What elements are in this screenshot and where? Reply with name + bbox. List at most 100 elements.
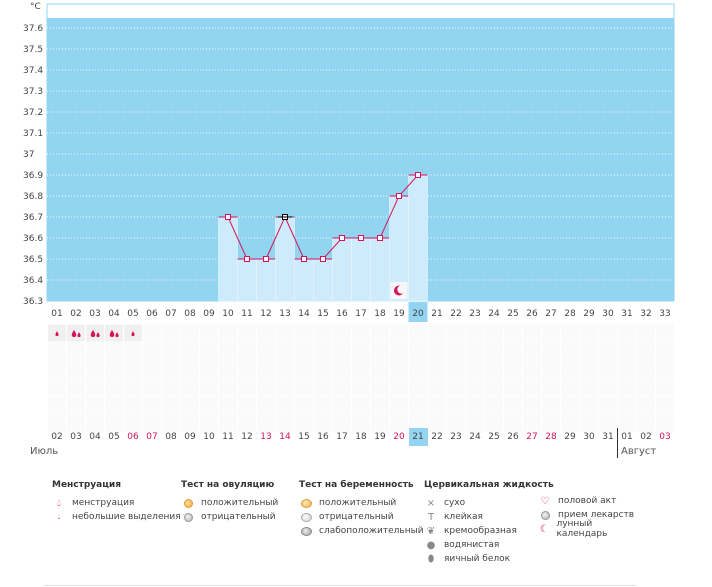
- symbol-grid-cell[interactable]: [465, 341, 485, 361]
- symbol-grid-cell[interactable]: [313, 341, 333, 361]
- symbol-grid-cell[interactable]: [85, 341, 105, 361]
- symbol-grid-cell[interactable]: [503, 341, 523, 361]
- symbol-grid-cell[interactable]: [636, 359, 656, 379]
- symbol-grid-cell[interactable]: [427, 377, 447, 397]
- symbol-grid-cell[interactable]: [560, 341, 580, 361]
- symbol-grid-cell[interactable]: [655, 395, 675, 415]
- symbol-grid-cell[interactable]: [351, 377, 371, 397]
- symbol-grid-cell[interactable]: [199, 395, 219, 415]
- symbol-grid-cell[interactable]: [294, 395, 314, 415]
- symbol-grid-cell[interactable]: [275, 341, 295, 361]
- symbol-grid-cell[interactable]: [541, 341, 561, 361]
- symbol-grid-cell[interactable]: [389, 323, 409, 343]
- symbol-grid-cell[interactable]: [541, 395, 561, 415]
- symbol-grid-cell[interactable]: [370, 341, 390, 361]
- symbol-grid-cell[interactable]: [503, 359, 523, 379]
- symbol-grid-cell[interactable]: [199, 323, 219, 343]
- symbol-grid-cell[interactable]: [218, 377, 238, 397]
- symbol-grid-cell[interactable]: [294, 341, 314, 361]
- symbol-grid-cell[interactable]: [294, 377, 314, 397]
- symbol-grid-cell[interactable]: [199, 359, 219, 379]
- symbol-grid-cell[interactable]: [370, 377, 390, 397]
- symbol-grid-cell[interactable]: [655, 341, 675, 361]
- symbol-grid-cell[interactable]: [85, 395, 105, 415]
- symbol-grid-cell[interactable]: [408, 377, 428, 397]
- symbol-grid-cell[interactable]: [85, 377, 105, 397]
- symbol-grid-cell[interactable]: [389, 341, 409, 361]
- symbol-grid-cell[interactable]: [522, 323, 542, 343]
- symbol-grid-cell[interactable]: [256, 359, 276, 379]
- symbol-grid-cell[interactable]: [617, 341, 637, 361]
- symbol-grid-cell[interactable]: [351, 323, 371, 343]
- symbol-grid-cell[interactable]: [560, 395, 580, 415]
- symbol-grid-cell[interactable]: [636, 395, 656, 415]
- symbol-grid-cell[interactable]: [617, 395, 637, 415]
- symbol-grid-cell[interactable]: [180, 323, 200, 343]
- symbol-grid-cell[interactable]: [275, 377, 295, 397]
- symbol-grid-cell[interactable]: [142, 377, 162, 397]
- symbol-grid-cell[interactable]: [66, 395, 86, 415]
- symbol-grid-cell[interactable]: [47, 377, 67, 397]
- symbol-grid-cell[interactable]: [237, 341, 257, 361]
- symbol-grid-cell[interactable]: [351, 395, 371, 415]
- symbol-grid-cell[interactable]: [617, 377, 637, 397]
- symbol-grid-cell[interactable]: [484, 395, 504, 415]
- symbol-grid-cell[interactable]: [522, 359, 542, 379]
- symbol-grid-cell[interactable]: [66, 323, 86, 343]
- symbol-grid-cell[interactable]: [237, 323, 257, 343]
- symbol-grid-cell[interactable]: [85, 323, 105, 343]
- symbol-grid-cell[interactable]: [351, 341, 371, 361]
- symbol-grid-cell[interactable]: [503, 377, 523, 397]
- symbol-grid-cell[interactable]: [541, 323, 561, 343]
- symbol-grid-cell[interactable]: [123, 377, 143, 397]
- symbol-grid-cell[interactable]: [142, 341, 162, 361]
- symbol-grid-cell[interactable]: [370, 323, 390, 343]
- symbol-grid-cell[interactable]: [237, 377, 257, 397]
- symbol-grid-cell[interactable]: [180, 395, 200, 415]
- symbol-grid-cell[interactable]: [503, 395, 523, 415]
- symbol-grid-cell[interactable]: [655, 323, 675, 343]
- symbol-grid-cell[interactable]: [446, 395, 466, 415]
- symbol-grid-cell[interactable]: [655, 359, 675, 379]
- symbol-grid-cell[interactable]: [313, 359, 333, 379]
- symbol-grid-cell[interactable]: [408, 341, 428, 361]
- symbol-grid-cell[interactable]: [598, 377, 618, 397]
- symbol-grid-cell[interactable]: [579, 341, 599, 361]
- symbol-grid-cell[interactable]: [104, 341, 124, 361]
- symbol-grid-cell[interactable]: [237, 395, 257, 415]
- symbol-grid-cell[interactable]: [541, 359, 561, 379]
- symbol-grid-cell[interactable]: [256, 323, 276, 343]
- symbol-grid-cell[interactable]: [47, 359, 67, 379]
- symbol-grid-cell[interactable]: [408, 359, 428, 379]
- symbol-grid-cell[interactable]: [104, 395, 124, 415]
- symbol-grid-cell[interactable]: [332, 395, 352, 415]
- symbol-grid-cell[interactable]: [275, 323, 295, 343]
- symbol-grid-cell[interactable]: [446, 341, 466, 361]
- symbol-grid-cell[interactable]: [142, 359, 162, 379]
- symbol-grid-cell[interactable]: [370, 395, 390, 415]
- symbol-grid-cell[interactable]: [313, 395, 333, 415]
- symbol-grid-cell[interactable]: [47, 341, 67, 361]
- symbol-grid-cell[interactable]: [579, 395, 599, 415]
- symbol-grid-cell[interactable]: [389, 377, 409, 397]
- symbol-grid-cell[interactable]: [446, 377, 466, 397]
- symbol-grid-cell[interactable]: [161, 359, 181, 379]
- symbol-grid-cell[interactable]: [446, 359, 466, 379]
- symbol-grid-cell[interactable]: [427, 359, 447, 379]
- symbol-grid-cell[interactable]: [180, 359, 200, 379]
- symbol-grid-cell[interactable]: [484, 359, 504, 379]
- symbol-grid-cell[interactable]: [617, 359, 637, 379]
- symbol-grid-cell[interactable]: [446, 323, 466, 343]
- symbol-grid-cell[interactable]: [123, 359, 143, 379]
- symbol-grid-cell[interactable]: [313, 323, 333, 343]
- symbol-grid-cell[interactable]: [579, 359, 599, 379]
- symbol-grid-cell[interactable]: [560, 359, 580, 379]
- symbol-grid-cell[interactable]: [180, 341, 200, 361]
- symbol-grid-cell[interactable]: [522, 395, 542, 415]
- symbol-grid-cell[interactable]: [370, 359, 390, 379]
- symbol-grid-cell[interactable]: [218, 341, 238, 361]
- symbol-grid-cell[interactable]: [313, 377, 333, 397]
- symbol-grid-cell[interactable]: [66, 377, 86, 397]
- symbol-grid-cell[interactable]: [104, 323, 124, 343]
- symbol-grid-cell[interactable]: [294, 323, 314, 343]
